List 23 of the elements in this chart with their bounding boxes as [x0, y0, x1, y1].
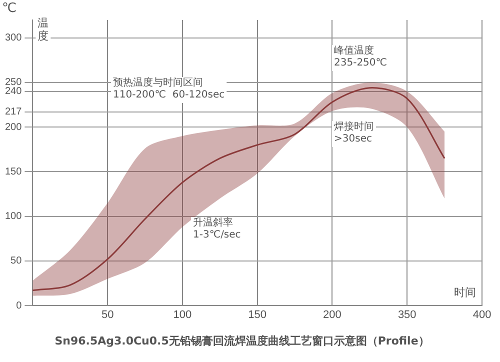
x-tick-label: 150: [248, 309, 267, 322]
annotation: 预热温度与时间区间 110-200℃ 60-120sec: [113, 76, 225, 101]
x-axis-title: 时间: [454, 286, 476, 299]
x-tick-label: 400: [472, 309, 492, 322]
y-axis-title: 温度: [38, 16, 49, 42]
x-tick-label: 50: [101, 309, 114, 322]
text: Sn96.5Ag3.0Cu0.5无铅锡膏回流焊温度曲线工艺窗口示意图（Profile）: [54, 334, 430, 348]
x-tick-label: 200: [323, 309, 342, 322]
y-tick-label: 250: [4, 77, 22, 88]
y-tick-label: 200: [4, 122, 22, 133]
y-tick-label: 150: [4, 166, 22, 178]
annotation: 峰值温度 235-250℃: [334, 44, 388, 69]
y-tick-label: 100: [4, 211, 22, 222]
y-tick-label: 50: [10, 256, 22, 267]
x-tick-label: 100: [173, 309, 192, 322]
text: ℃: [2, 0, 17, 16]
y-tick-label: 240: [4, 86, 22, 98]
y-tick-label: 217: [4, 106, 22, 118]
annotation: 升温斜率 1-3℃/sec: [193, 216, 241, 241]
annotation: 焊接时间 >30sec: [334, 120, 374, 145]
y-tick-label: 0: [16, 300, 22, 312]
y-tick-label: 300: [4, 32, 22, 44]
x-tick-label: 350: [398, 309, 416, 322]
